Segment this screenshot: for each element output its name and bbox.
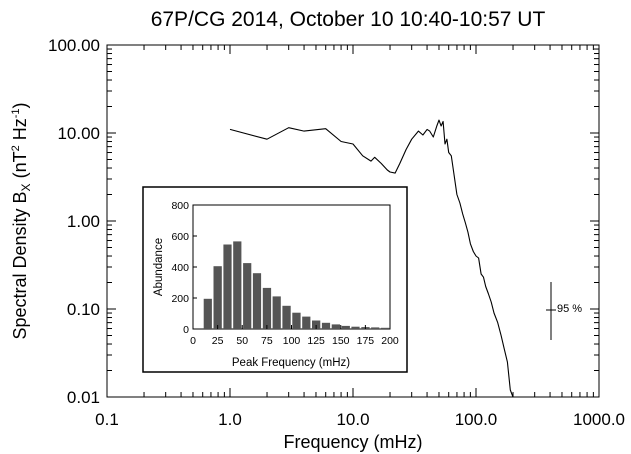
inset-y-tick-label: 400 [171, 262, 189, 274]
inset-x-tick-label: 200 [381, 335, 399, 347]
inset-x-tick-label: 25 [212, 335, 224, 347]
inset-y-axis-label: Abundance [153, 238, 165, 296]
error-bar-label: 95 % [557, 303, 582, 315]
chart-title: 67P/CG 2014, October 10 10:40-10:57 UT [151, 8, 546, 31]
histogram-bar [213, 266, 222, 329]
spectral-density-line [229, 119, 514, 398]
histogram-bar [282, 305, 291, 330]
y-axis-label-open: (nT [10, 151, 30, 183]
inset-x-tick-labels: 0 25 50 75 100 125 150 175 200 [190, 335, 399, 347]
confidence-error-bar: 95 % [546, 282, 582, 340]
histogram-bar [223, 244, 232, 329]
y-axis-label-mid: Hz [10, 118, 30, 145]
y-tick-label: 0.10 [67, 300, 100, 319]
y-tick-labels: 0.01 0.10 1.00 10.00 100.00 [48, 36, 100, 407]
y-tick-label: 0.01 [67, 388, 100, 407]
inset-y-tick-label: 0 [183, 324, 189, 336]
y-axis-label-close: ) [10, 103, 30, 109]
inset-x-tick-label: 75 [261, 335, 273, 347]
x-tick-label: 1.0 [218, 410, 242, 429]
histogram-bar [321, 322, 331, 329]
inset-y-tick-label: 600 [171, 231, 189, 243]
inset-axis-ticks [192, 204, 391, 330]
inset-x-tick-label: 50 [236, 335, 248, 347]
inset-y-tick-labels: 0 200 400 600 800 [171, 200, 189, 336]
inset-x-tick-label: 150 [332, 335, 350, 347]
y-tick-label: 1.00 [67, 212, 100, 231]
inset-x-axis-label: Peak Frequency (mHz) [232, 357, 350, 369]
histogram-bar [302, 316, 311, 329]
histogram-bar [233, 241, 242, 329]
y-axis-label-base: Spectral Density B [10, 191, 30, 339]
y-tick-label: 10.00 [57, 124, 100, 143]
y-axis-label-sup2: -1 [10, 109, 22, 119]
inset-y-tick-label: 800 [171, 200, 189, 212]
y-axis-label: Spectral Density BX (nT2 Hz-1) [10, 103, 33, 340]
x-tick-label: 10.0 [336, 410, 369, 429]
histogram-bar [341, 325, 350, 329]
histogram-bar [380, 327, 390, 329]
histogram-bar [262, 287, 272, 329]
histogram-bar [312, 320, 321, 329]
x-tick-label: 100.0 [455, 410, 498, 429]
x-tick-labels: 0.1 1.0 10.0 100.0 1000.0 [95, 410, 625, 429]
x-tick-label: 1000.0 [573, 410, 625, 429]
y-axis-label-subscript: X [19, 183, 33, 191]
histogram-bar [272, 296, 281, 329]
histogram-bar [243, 263, 252, 329]
inset-x-tick-label: 100 [283, 335, 301, 347]
inset-y-tick-label: 200 [171, 293, 189, 305]
histogram-bar [371, 327, 380, 329]
histogram-bar [203, 298, 212, 329]
inset-x-tick-label: 0 [190, 335, 196, 347]
inset-x-tick-label: 125 [307, 335, 325, 347]
y-axis-label-sup1: 2 [10, 145, 22, 151]
inset-histogram: 0 200 400 600 800 0 25 50 75 100 125 150 175 200 Pea… [142, 186, 408, 373]
inset-bars [203, 241, 390, 330]
y-tick-label: 100.00 [48, 36, 100, 55]
histogram-bar [331, 324, 340, 329]
inset-outer-frame [142, 186, 408, 373]
x-tick-label: 0.1 [95, 410, 119, 429]
inset-x-tick-label: 175 [357, 335, 375, 347]
main-axis-ticks [106, 44, 600, 398]
histogram-bar [252, 273, 262, 329]
histogram-bar [351, 326, 360, 329]
histogram-bar [292, 312, 301, 329]
x-axis-label: Frequency (mHz) [283, 432, 422, 452]
